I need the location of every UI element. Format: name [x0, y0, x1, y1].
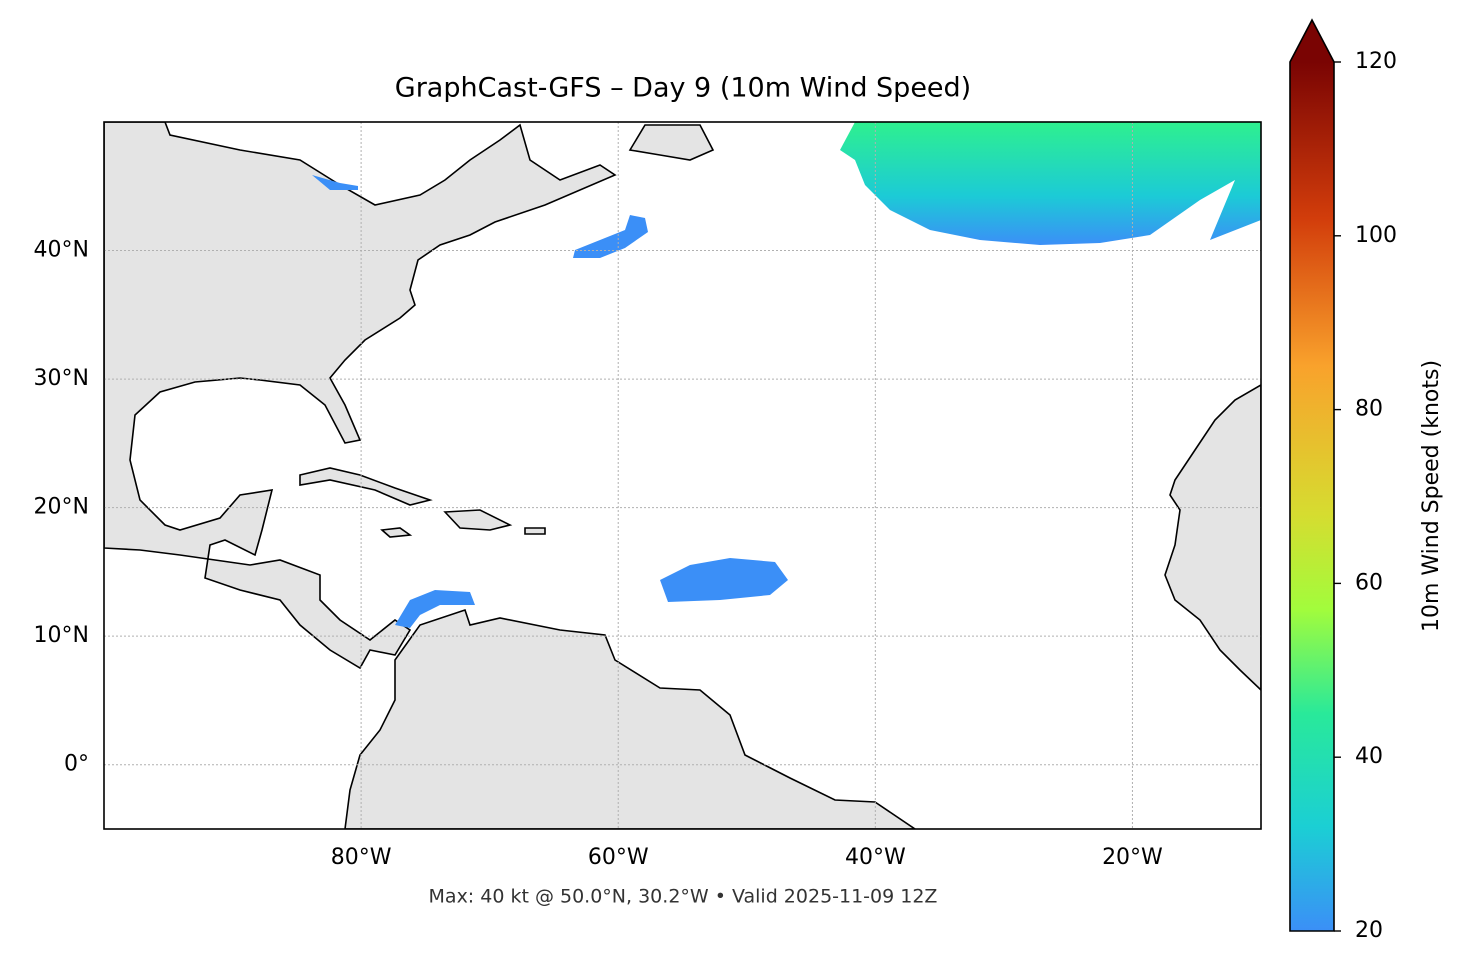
colorbar-tick-label: 20 [1355, 918, 1383, 943]
map-frame [103, 121, 1262, 830]
colorbar [1290, 62, 1334, 931]
y-tick-label: 10°N [34, 623, 89, 648]
x-tick-label: 80°W [331, 845, 392, 870]
y-tick-label: 0° [64, 752, 89, 777]
cuba [299, 467, 433, 506]
colorbar-extend [1290, 20, 1334, 62]
colorbar-tick-label: 120 [1355, 49, 1397, 74]
wind-field [312, 175, 358, 190]
hispaniola [443, 509, 513, 531]
y-tick-label: 20°N [34, 495, 89, 520]
x-tick-label: 40°W [845, 845, 906, 870]
colorbar-tick-label: 60 [1355, 570, 1383, 595]
colorbar-tick-label: 80 [1355, 397, 1383, 422]
footnote: Max: 40 kt @ 50.0°N, 30.2°W • Valid 2025… [429, 886, 938, 908]
wind-field [840, 122, 1261, 245]
jamaica [380, 527, 413, 538]
map-title: GraphCast-GFS – Day 9 (10m Wind Speed) [395, 73, 971, 104]
colorbar-frame [1289, 18, 1335, 932]
colorbar-label: 10m Wind Speed (knots) [1419, 360, 1444, 632]
south-america [344, 608, 917, 829]
north-america [104, 122, 617, 670]
y-tick-label: 40°N [34, 238, 89, 263]
wind-field [660, 558, 788, 602]
y-tick-label: 30°N [34, 366, 89, 391]
wind-field [573, 215, 648, 258]
colorbar-tick-label: 40 [1355, 744, 1383, 769]
x-tick-label: 20°W [1102, 845, 1163, 870]
colorbar-tick-label: 100 [1355, 223, 1397, 248]
x-tick-label: 60°W [588, 845, 649, 870]
newfoundland [628, 124, 715, 161]
wind-field [395, 590, 475, 628]
africa [1164, 384, 1261, 692]
puerto-rico [524, 527, 546, 535]
map-area [104, 122, 1261, 829]
